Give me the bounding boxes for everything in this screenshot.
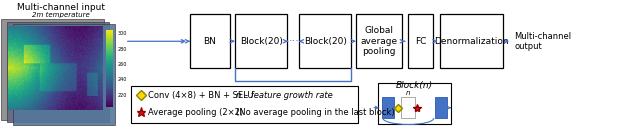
- FancyBboxPatch shape: [235, 14, 287, 68]
- Text: Block(20): Block(20): [240, 37, 282, 46]
- FancyBboxPatch shape: [131, 86, 358, 123]
- FancyBboxPatch shape: [378, 83, 451, 124]
- Text: 240: 240: [118, 78, 127, 82]
- Text: FC: FC: [415, 37, 426, 46]
- Text: Average pooling (2×2): Average pooling (2×2): [148, 108, 244, 117]
- FancyBboxPatch shape: [408, 14, 433, 68]
- Text: Global
average
pooling: Global average pooling: [360, 26, 397, 56]
- Text: 2m temperature: 2m temperature: [32, 12, 90, 18]
- FancyBboxPatch shape: [440, 14, 503, 68]
- Text: 300: 300: [118, 31, 127, 36]
- Text: (No average pooling in the last block): (No average pooling in the last block): [236, 108, 394, 117]
- FancyBboxPatch shape: [299, 14, 351, 68]
- FancyBboxPatch shape: [356, 14, 402, 68]
- Text: 260: 260: [118, 62, 127, 67]
- Text: Multi-channel
output: Multi-channel output: [515, 32, 572, 51]
- Text: Conv (4×8) + BN + SELU: Conv (4×8) + BN + SELU: [148, 91, 254, 100]
- Text: Block(n): Block(n): [396, 81, 433, 90]
- Bar: [7, 22, 109, 122]
- FancyBboxPatch shape: [401, 97, 415, 118]
- Bar: [1, 19, 104, 120]
- FancyBboxPatch shape: [382, 97, 394, 118]
- Text: $\times$ 6: $\times$ 6: [284, 89, 303, 102]
- Text: 220: 220: [118, 93, 127, 98]
- FancyBboxPatch shape: [190, 14, 230, 68]
- Text: n – feature growth rate: n – feature growth rate: [236, 91, 332, 100]
- Text: Denormalization: Denormalization: [435, 37, 509, 46]
- Text: BN: BN: [204, 37, 216, 46]
- Text: 280: 280: [118, 47, 127, 51]
- Bar: [13, 24, 115, 125]
- Text: n: n: [406, 90, 411, 96]
- Text: Multi-channel input: Multi-channel input: [17, 3, 105, 12]
- Text: ···: ···: [289, 36, 300, 46]
- Text: Block(20): Block(20): [304, 37, 346, 46]
- FancyBboxPatch shape: [435, 97, 447, 118]
